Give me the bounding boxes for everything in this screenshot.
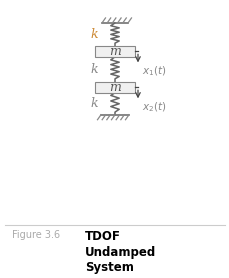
Text: $x_1(t)$: $x_1(t)$ — [141, 64, 166, 78]
Text: System: System — [85, 261, 133, 274]
Bar — [95, 46, 134, 57]
Text: Figure 3.6: Figure 3.6 — [12, 230, 60, 240]
Text: $x_2(t)$: $x_2(t)$ — [141, 100, 166, 114]
Bar — [95, 82, 134, 93]
Text: k: k — [90, 63, 97, 76]
Text: m: m — [109, 81, 120, 94]
Text: k: k — [90, 28, 97, 41]
Text: Undamped: Undamped — [85, 246, 155, 259]
Text: TDOF: TDOF — [85, 230, 120, 244]
Text: m: m — [109, 45, 120, 58]
Text: k: k — [90, 97, 97, 110]
